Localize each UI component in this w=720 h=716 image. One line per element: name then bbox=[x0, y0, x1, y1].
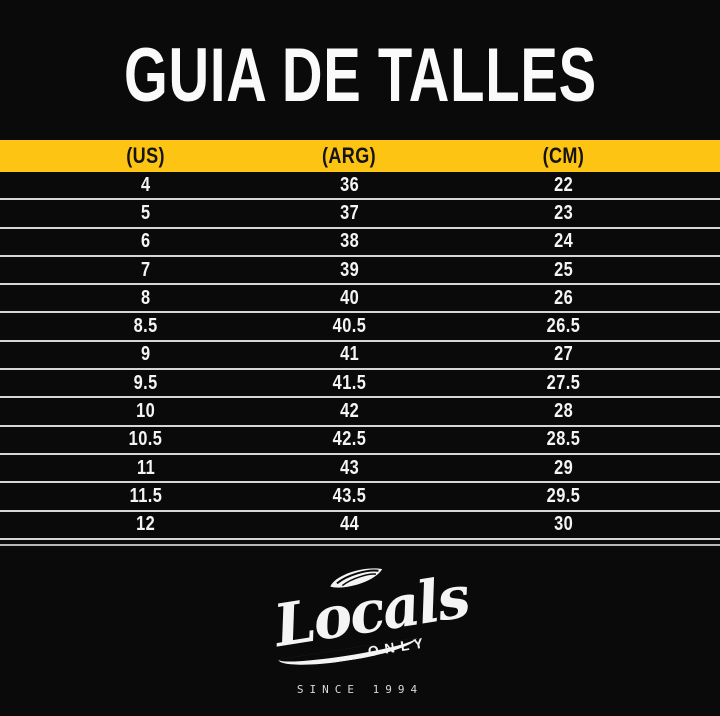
cell-arg: 36 bbox=[339, 173, 359, 196]
cell-arg: 38 bbox=[339, 230, 359, 253]
table-row: 9 41 27 bbox=[0, 342, 720, 371]
table-bottom-divider bbox=[0, 544, 720, 546]
column-header-cm: (CM) bbox=[407, 143, 720, 169]
cell-arg: 43.5 bbox=[332, 484, 366, 507]
cell-cm: 26.5 bbox=[546, 315, 581, 338]
table-row: 4 36 22 bbox=[0, 172, 720, 201]
table-row: 9.5 41.5 27.5 bbox=[0, 370, 720, 399]
cell-us: 7 bbox=[141, 258, 151, 281]
table-row: 11 43 29 bbox=[0, 455, 720, 484]
cell-cm: 23 bbox=[553, 201, 573, 224]
page-title: GUIA DE TALLES bbox=[123, 33, 597, 118]
cell-arg: 42 bbox=[339, 400, 359, 423]
page-title-wrap: GUIA DE TALLES bbox=[0, 38, 720, 114]
column-header-arg-label: (ARG) bbox=[322, 143, 377, 168]
column-header-arg: (ARG) bbox=[292, 143, 407, 169]
leaf-eye-icon bbox=[330, 568, 383, 588]
cell-cm: 28.5 bbox=[546, 428, 581, 451]
cell-arg: 39 bbox=[339, 258, 359, 281]
cell-cm: 22 bbox=[553, 173, 573, 196]
cell-us: 9.5 bbox=[133, 371, 158, 394]
cell-cm: 29 bbox=[553, 456, 573, 479]
brand-logo: Locals ONLY bbox=[258, 544, 473, 684]
cell-us: 11.5 bbox=[129, 484, 163, 507]
cell-cm: 26 bbox=[553, 286, 573, 309]
cell-cm: 25 bbox=[553, 258, 573, 281]
table-header-bar: (US) (ARG) (CM) bbox=[0, 140, 720, 172]
cell-arg: 37 bbox=[339, 201, 359, 224]
cell-us: 5 bbox=[141, 201, 151, 224]
cell-cm: 28 bbox=[553, 400, 573, 423]
cell-us: 12 bbox=[136, 513, 156, 536]
cell-us: 10 bbox=[136, 400, 156, 423]
table-row: 10.5 42.5 28.5 bbox=[0, 427, 720, 455]
cell-arg: 41 bbox=[339, 343, 359, 366]
column-header-us: (US) bbox=[0, 143, 292, 169]
cell-arg: 43 bbox=[339, 456, 359, 479]
table-row: 12 44 30 bbox=[0, 512, 720, 540]
cell-arg: 40.5 bbox=[332, 315, 366, 338]
size-table-body: 4 36 22 5 37 23 6 38 24 7 39 25 8 40 26 8.5 40.5 26.5 9 41 2… bbox=[0, 172, 720, 540]
cell-cm: 30 bbox=[553, 513, 573, 536]
table-row: 11.5 43.5 29.5 bbox=[0, 483, 720, 512]
table-row: 8 40 26 bbox=[0, 285, 720, 314]
table-row: 5 37 23 bbox=[0, 200, 720, 229]
cell-arg: 40 bbox=[339, 286, 359, 309]
cell-us: 10.5 bbox=[129, 428, 163, 451]
table-row: 10 42 28 bbox=[0, 398, 720, 427]
cell-arg: 42.5 bbox=[332, 428, 366, 451]
cell-cm: 27.5 bbox=[546, 371, 581, 394]
cell-us: 8 bbox=[141, 286, 151, 309]
cell-cm: 29.5 bbox=[546, 484, 581, 507]
cell-cm: 24 bbox=[553, 230, 573, 253]
table-row: 8.5 40.5 26.5 bbox=[0, 313, 720, 342]
cell-arg: 44 bbox=[339, 513, 359, 536]
cell-us: 9 bbox=[141, 343, 151, 366]
column-header-us-label: (US) bbox=[126, 143, 166, 168]
table-row: 6 38 24 bbox=[0, 229, 720, 257]
cell-us: 4 bbox=[141, 173, 151, 196]
column-header-cm-label: (CM) bbox=[542, 143, 585, 168]
cell-cm: 27 bbox=[553, 343, 573, 366]
cell-us: 6 bbox=[141, 230, 151, 253]
since-label: SINCE 1994 bbox=[296, 683, 424, 696]
cell-arg: 41.5 bbox=[332, 371, 366, 394]
table-row: 7 39 25 bbox=[0, 257, 720, 286]
cell-us: 11 bbox=[136, 456, 155, 479]
cell-us: 8.5 bbox=[133, 315, 158, 338]
